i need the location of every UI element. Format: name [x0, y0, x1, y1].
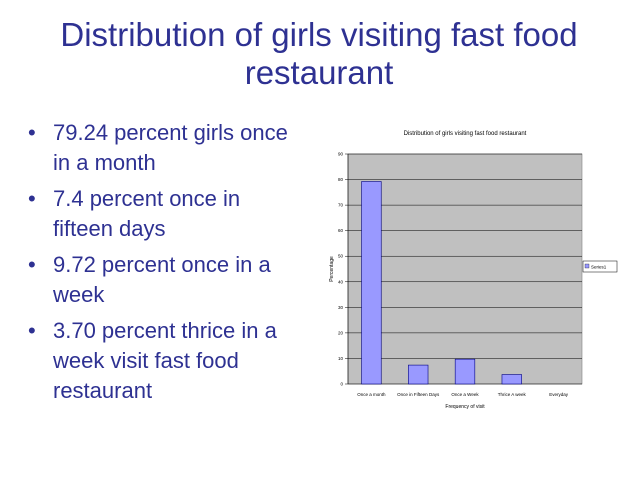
- legend-label: Series1: [591, 265, 607, 270]
- bar: [361, 181, 382, 385]
- y-tick-label: 40: [338, 279, 344, 284]
- bar: [454, 358, 476, 385]
- bar-chart: Distribution of girls visiting fast food…: [329, 131, 618, 410]
- bullet-text: 3.70 percent thrice in a week visit fast…: [53, 318, 277, 403]
- x-tick-labels: Once a month Once in Fifteen Days Once a W…: [357, 392, 568, 397]
- bullet-icon: •: [28, 318, 36, 343]
- bullet-text: 9.72 percent once in a week: [53, 252, 271, 307]
- bars: [361, 181, 522, 385]
- slide-title-line-1: Distribution of girls visiting fast food: [60, 16, 578, 53]
- bullet-item: • 3.70 percent thrice in a week visit fa…: [26, 316, 294, 406]
- legend-swatch: [584, 263, 590, 269]
- x-tick-label: Once in Fifteen Days: [397, 392, 440, 397]
- y-tick-label: 0: [340, 382, 343, 387]
- slide-title: Distribution of girls visiting fast food…: [0, 16, 638, 92]
- legend-box: [582, 260, 618, 273]
- legend: Series1: [582, 260, 618, 273]
- bullet-list: • 79.24 percent girls once in a month • 7.…: [26, 118, 294, 412]
- bar: [501, 374, 522, 385]
- bullet-item: • 7.4 percent once in fifteen days: [26, 184, 294, 244]
- bullet-text: 79.24 percent girls once in a month: [53, 120, 288, 175]
- y-tick-label: 70: [338, 203, 344, 208]
- slide-title-line-2: restaurant: [244, 54, 394, 91]
- y-tick-label: 90: [338, 152, 344, 157]
- x-tick-label: Once a month: [357, 392, 386, 397]
- y-tick-label: 50: [338, 254, 344, 259]
- y-axis-label: Percentage: [329, 256, 335, 282]
- gridlines: [345, 153, 582, 385]
- y-tick-labels: 0 10 20 30 40 50 60 70 80 90: [338, 152, 344, 387]
- bullet-item: • 79.24 percent girls once in a month: [26, 118, 294, 178]
- y-tick-label: 30: [338, 305, 344, 310]
- y-tick-label: 10: [338, 356, 344, 361]
- y-tick-label: 20: [338, 330, 344, 335]
- bullet-text: 7.4 percent once in fifteen days: [53, 186, 241, 241]
- y-tick-label: 80: [338, 177, 344, 182]
- x-axis-label: Frequency of visit: [445, 404, 485, 410]
- x-tick-label: Once a Week: [451, 392, 479, 397]
- bullet-icon: •: [28, 120, 36, 145]
- plot-area: [347, 153, 583, 385]
- bullet-icon: •: [28, 252, 36, 277]
- chart-title: Distribution of girls visiting fast food…: [404, 131, 527, 137]
- bullet-item: • 9.72 percent once in a week: [26, 250, 294, 310]
- bullet-icon: •: [28, 186, 36, 211]
- x-tick-label: Everyday: [549, 392, 569, 397]
- x-tick-label: Thrice A week: [498, 392, 527, 397]
- bar: [408, 364, 429, 385]
- y-tick-label: 60: [338, 228, 344, 233]
